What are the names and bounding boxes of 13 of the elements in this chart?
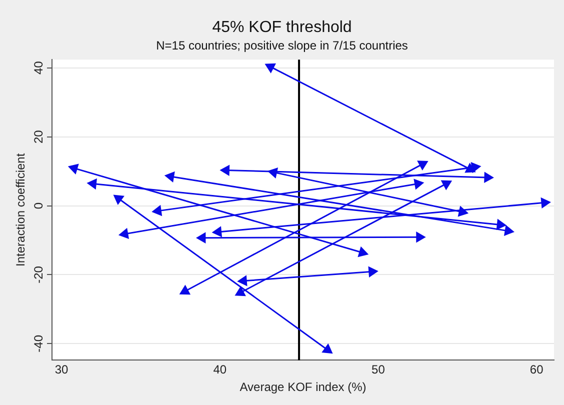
x-tick-label: 30 — [54, 362, 68, 377]
x-tick-label: 40 — [213, 362, 227, 377]
y-axis-title: Interaction coefficient — [14, 152, 28, 266]
x-axis-title: Average KOF index (%) — [240, 380, 366, 394]
y-tick-label: -20 — [31, 266, 46, 284]
chart-title: 45% KOF threshold — [212, 19, 352, 36]
y-tick-label: 40 — [31, 60, 46, 75]
x-tick-label: 50 — [372, 362, 386, 377]
y-tick-label: -40 — [31, 334, 46, 352]
chart-subtitle: N=15 countries; positive slope in 7/15 countries — [156, 38, 408, 53]
y-tick-label: 0 — [31, 202, 46, 210]
y-tick-label: 20 — [31, 130, 46, 144]
x-tick-label: 60 — [530, 362, 544, 377]
